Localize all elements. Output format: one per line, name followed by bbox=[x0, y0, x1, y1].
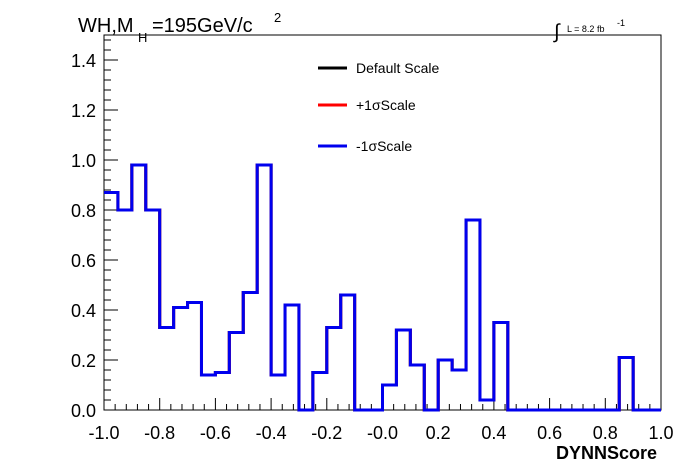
x-tick-label: 1.0 bbox=[648, 423, 673, 443]
legend-label: -1σScale bbox=[356, 138, 412, 154]
histogram-series bbox=[104, 163, 661, 412]
x-tick-label: -0.4 bbox=[256, 423, 287, 443]
title-suffix: =195GeV/c bbox=[152, 15, 253, 37]
chart-title: WH,M H =195GeV/c 2 bbox=[78, 10, 281, 45]
legend: Default Scale +1σScale -1σScale bbox=[318, 60, 439, 154]
x-tick-label: 0.6 bbox=[537, 423, 562, 443]
integral-symbol: ∫ bbox=[553, 21, 561, 43]
luminosity-superscript: -1 bbox=[617, 18, 625, 28]
x-tick-label: 0.2 bbox=[426, 423, 451, 443]
x-tick-label: -1.0 bbox=[88, 423, 119, 443]
x-axis-title: DYNNScore bbox=[556, 443, 657, 463]
title-prefix: WH,M bbox=[78, 15, 134, 37]
y-tick-label: 0.4 bbox=[71, 301, 96, 321]
series-line-1 bbox=[104, 163, 661, 412]
x-tick-label: -0.0 bbox=[367, 423, 398, 443]
luminosity-label: ∫ L = 8.2 fb -1 bbox=[553, 18, 625, 43]
axis-ticks bbox=[103, 39, 662, 411]
x-tick-label: 0.8 bbox=[593, 423, 618, 443]
y-tick-label: 1.2 bbox=[71, 101, 96, 121]
x-tick-label: -0.2 bbox=[311, 423, 342, 443]
plot-frame bbox=[103, 34, 662, 411]
series-line-0 bbox=[104, 163, 661, 412]
y-tick-label: 1.4 bbox=[71, 51, 96, 71]
x-tick-label: -0.8 bbox=[144, 423, 175, 443]
y-tick-label: 1.0 bbox=[71, 151, 96, 171]
title-subscript: H bbox=[138, 30, 147, 45]
series-line-2 bbox=[104, 163, 661, 412]
luminosity-text: L = 8.2 fb bbox=[567, 24, 604, 34]
y-tick-label: 0.6 bbox=[71, 251, 96, 271]
x-tick-label: 0.4 bbox=[481, 423, 506, 443]
title-superscript: 2 bbox=[274, 10, 281, 25]
y-tick-label: 0.8 bbox=[71, 201, 96, 221]
x-tick-label: -0.6 bbox=[200, 423, 231, 443]
y-tick-label: 0.0 bbox=[71, 401, 96, 421]
legend-label: Default Scale bbox=[356, 60, 439, 76]
axis-tick-labels: -1.0 -0.8 -0.6 -0.4 -0.2 -0.0 0.2 0.4 0.6 0.8 1.0 0… bbox=[71, 51, 674, 443]
y-tick-label: 0.2 bbox=[71, 351, 96, 371]
legend-label: +1σScale bbox=[356, 97, 416, 113]
